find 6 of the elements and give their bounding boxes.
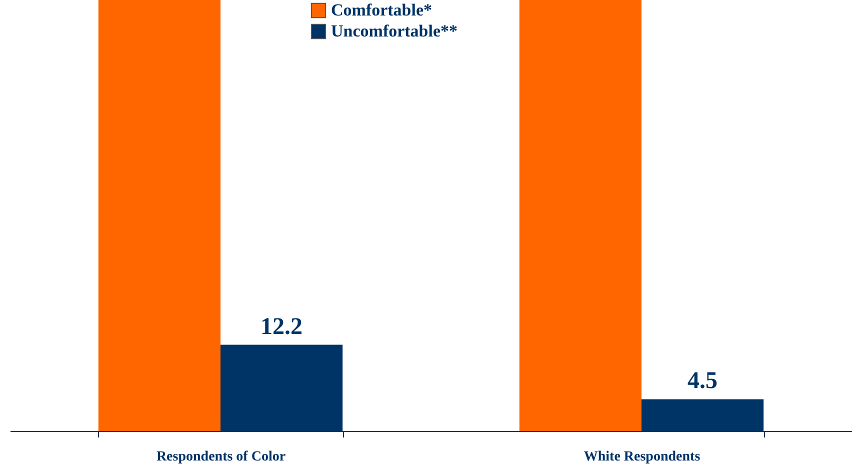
data-label: 12.2	[260, 314, 303, 340]
x-tick-label: Respondents of Color	[156, 450, 286, 464]
legend-label: Comfortable*	[331, 0, 432, 20]
data-label: 4.5	[688, 368, 718, 394]
legend-label: Uncomfortable**	[331, 22, 458, 40]
x-tick-label: White Respondents	[584, 450, 701, 464]
